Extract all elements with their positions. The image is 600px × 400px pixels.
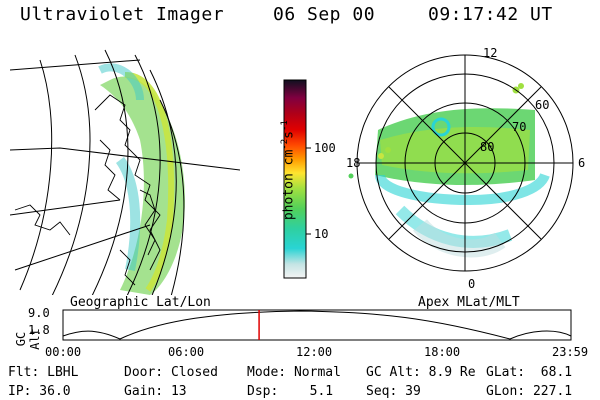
filter-status: Flt: LBHL (8, 365, 79, 380)
ip-status: IP: 36.0 (8, 384, 71, 399)
seq-status: Seq: 39 (366, 384, 421, 399)
geographic-caption: Geographic Lat/Lon (70, 295, 211, 310)
colorbar-unit-label: photon cm-2s-1 (280, 120, 297, 221)
glon-status: GLon: 227.1 (486, 384, 573, 399)
gc-alt-status: GC Alt: 8.9 Re (366, 365, 476, 380)
color-bar (283, 79, 311, 279)
time-tick-2359: 23:59 (552, 345, 589, 359)
header-time: 09:17:42 UT (428, 4, 553, 25)
altitude-tick-high: 9.0 (28, 306, 50, 320)
apex-caption: Apex MLat/MLT (418, 295, 520, 310)
mlat-label-60: 60 (535, 98, 550, 112)
mlt-label-top: 12 (483, 46, 498, 60)
mlt-label-left: 18 (346, 156, 361, 170)
time-tick-1200: 12:00 (296, 345, 333, 359)
header-date: 06 Sep 00 (273, 4, 376, 25)
time-tick-0600: 06:00 (168, 345, 205, 359)
altitude-tick-low: 1.8 (28, 323, 50, 337)
glat-status: GLat: 68.1 (486, 365, 573, 380)
gain-status: Gain: 13 (124, 384, 187, 399)
mlat-label-70: 70 (512, 120, 527, 134)
colorbar-tick-10: 10 (314, 227, 329, 241)
colorbar-tick-100: 100 (314, 141, 336, 155)
geographic-map-graphics (10, 49, 240, 295)
mlt-label-right: 6 (578, 156, 586, 170)
time-tick-1800: 18:00 (424, 345, 461, 359)
dsp-status: Dsp: 5.1 (247, 384, 334, 399)
door-status: Door: Closed (124, 365, 218, 380)
mode-status: Mode: Normal (247, 365, 341, 380)
time-tick-0000: 00:00 (45, 345, 82, 359)
mlt-label-bottom: 0 (468, 277, 476, 291)
mlat-label-80: 80 (480, 140, 495, 154)
instrument-title: Ultraviolet Imager (20, 4, 225, 25)
